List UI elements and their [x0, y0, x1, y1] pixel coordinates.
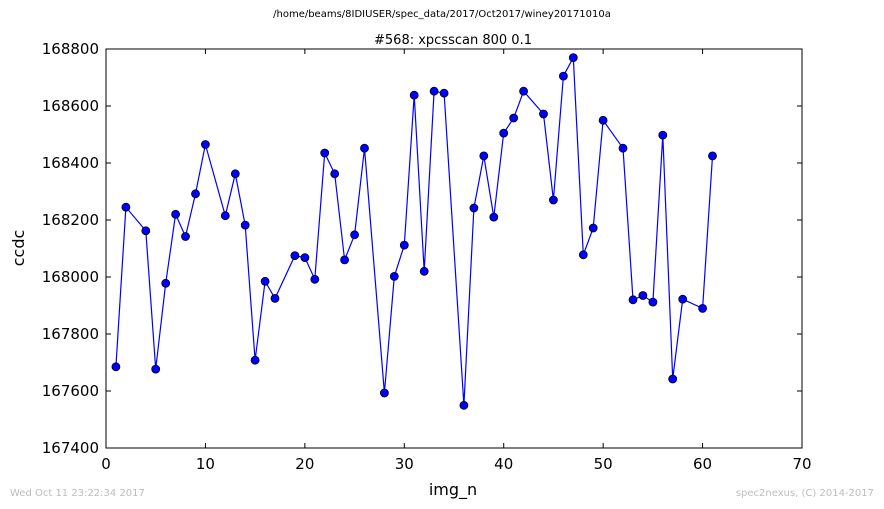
data-point — [539, 109, 548, 119]
data-point — [230, 169, 240, 179]
x-tick-label: 50 — [594, 455, 613, 473]
data-point — [559, 71, 568, 81]
x-tick-label: 70 — [792, 455, 811, 473]
data-point — [439, 88, 449, 98]
data-point — [171, 209, 181, 219]
y-axis-label: ccdc — [9, 230, 28, 267]
data-point — [698, 303, 707, 313]
data-point — [250, 355, 260, 365]
timestamp-footer: Wed Oct 11 23:22:34 2017 — [10, 488, 145, 499]
data-point — [151, 364, 161, 374]
data-point — [111, 362, 121, 372]
data-point — [350, 230, 360, 240]
data-point — [300, 253, 310, 263]
data-point — [708, 151, 717, 161]
data-point — [161, 278, 171, 288]
data-point — [360, 143, 369, 153]
data-point — [330, 169, 340, 179]
data-point — [618, 143, 628, 153]
data-point — [598, 115, 608, 125]
y-tick-label: 168800 — [42, 40, 99, 58]
data-point — [638, 291, 648, 300]
data-point — [658, 130, 668, 140]
data-point — [379, 388, 389, 398]
data-point — [260, 276, 270, 286]
y-tick-label: 168000 — [42, 268, 99, 286]
y-tick-label: 168600 — [42, 97, 99, 115]
data-point — [121, 202, 131, 212]
data-point — [389, 271, 399, 281]
data-point — [668, 374, 678, 384]
data-point — [290, 251, 300, 261]
y-tick-label: 167400 — [42, 439, 99, 457]
data-point — [200, 140, 210, 149]
data-point — [270, 293, 280, 303]
data-point — [678, 294, 688, 304]
x-axis-ticks: 0 10 20 30 40 50 60 70 — [101, 49, 812, 473]
data-point — [459, 400, 469, 410]
data-point — [320, 148, 330, 158]
data-point — [419, 266, 429, 276]
credit-footer: spec2nexus, (C) 2014-2017 — [735, 488, 874, 499]
data-point — [648, 297, 658, 307]
figure-suptitle: /home/beams/8IDIUSER/spec_data/2017/Oct2… — [273, 9, 611, 20]
x-tick-label: 0 — [101, 455, 111, 473]
data-point — [429, 86, 439, 96]
x-axis-label: img_n — [429, 480, 477, 500]
data-point — [340, 255, 350, 265]
x-tick-label: 30 — [395, 455, 414, 473]
chart-title: #568: xpcsscan 800 0.1 — [374, 33, 532, 48]
data-points — [111, 53, 717, 410]
data-point — [399, 240, 409, 250]
data-point — [568, 53, 578, 62]
data-point — [141, 226, 151, 236]
data-point — [191, 189, 200, 199]
data-point — [578, 250, 588, 260]
data-point — [628, 295, 638, 305]
data-point — [469, 203, 479, 213]
data-point — [509, 113, 519, 123]
x-tick-label: 40 — [494, 455, 513, 473]
data-point — [499, 128, 509, 138]
data-point — [489, 212, 499, 222]
y-tick-label: 167800 — [42, 325, 99, 343]
data-point — [181, 232, 190, 241]
data-point — [549, 195, 558, 205]
series-line — [115, 55, 714, 406]
data-point — [409, 90, 419, 100]
y-tick-label: 168200 — [42, 211, 99, 229]
data-point — [519, 86, 528, 96]
plot-frame — [105, 48, 803, 449]
data-point — [310, 274, 320, 284]
y-tick-label: 167600 — [42, 382, 99, 400]
x-tick-label: 10 — [196, 455, 215, 473]
data-point — [588, 223, 598, 233]
x-tick-label: 20 — [295, 455, 314, 473]
data-point — [240, 220, 250, 230]
y-axis-ticks: 167400 167600 167800 168000 168200 168400 1686… — [42, 40, 802, 457]
x-tick-label: 60 — [693, 455, 712, 473]
data-point — [479, 151, 489, 161]
data-point — [220, 211, 230, 221]
y-tick-label: 168400 — [42, 154, 99, 172]
